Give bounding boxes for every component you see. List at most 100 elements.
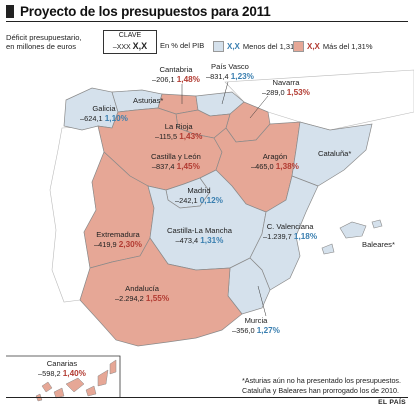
region-name: Canarias: [46, 359, 78, 368]
label-asturias: Asturias*: [133, 96, 163, 106]
label-extremadura: Extremadura –419,9 2,30%: [94, 230, 142, 249]
region-pct: 1,31%: [200, 235, 224, 245]
canarias-island-4: [85, 385, 97, 397]
legend-deficit-label: Déficit presupuestario, en millones de e…: [6, 33, 98, 51]
region-pct: 1,23%: [230, 71, 254, 81]
region-name: Castilla-La Mancha: [167, 226, 232, 235]
region-value: –473,4: [175, 235, 199, 245]
canarias-island-5: [97, 369, 109, 387]
footnote-line-2: Cataluña y Baleares han prorrogado los d…: [242, 385, 400, 395]
label-castilla-la-mancha: Castilla-La Mancha –473,4 1,31%: [167, 226, 232, 245]
region-value: –2.294,2: [115, 293, 144, 303]
deficit-label-line-1: Déficit presupuestario,: [6, 33, 82, 42]
key-example-value: –XXX: [112, 44, 131, 51]
legend-below-code: X,X: [227, 42, 240, 51]
legend-above-swatch: [293, 41, 304, 52]
label-canarias: Canarias –598,2 1,40%: [38, 359, 86, 378]
label-pais-vasco: País Vasco –831,4 1,23%: [206, 62, 254, 81]
label-la-rioja: La Rioja –115,5 1,43%: [155, 122, 202, 141]
region-value: –242,1: [175, 195, 198, 205]
region-value: –206,1: [152, 74, 175, 84]
label-andalucia: Andalucía –2.294,2 1,55%: [115, 284, 169, 303]
region-name: C. Valenciana: [266, 222, 314, 231]
leader-murcia: [257, 285, 267, 317]
region-name: Asturias*: [133, 96, 164, 105]
region-value: –598,2: [38, 368, 61, 378]
title-marker: [6, 5, 14, 18]
label-murcia: Murcia –356,0 1,27%: [232, 316, 280, 335]
title-bar: Proyecto de los presupuestos para 2011: [6, 4, 271, 19]
region-pct: 1,48%: [176, 74, 200, 84]
label-madrid: Madrid –242,1 0,12%: [175, 186, 223, 205]
region-pct: 1,40%: [62, 368, 86, 378]
region-value: –465,0: [251, 161, 274, 171]
legend-above-code: X,X: [307, 42, 320, 51]
region-shape-andalucia: [79, 237, 243, 347]
label-cataluna: Cataluña*: [318, 149, 351, 159]
region-value: –837,4: [151, 161, 175, 171]
region-name: Baleares*: [362, 240, 395, 249]
top-rule: [6, 21, 408, 22]
region-name: Galicia: [92, 104, 116, 113]
region-shape-baleares-3: [321, 243, 335, 255]
region-pct: 1,43%: [179, 131, 203, 141]
leader-navarra: [249, 95, 269, 119]
legend-above-label: Más del 1,31%: [322, 42, 373, 51]
label-castilla-leon: Castilla y León –837,4 1,45%: [151, 152, 201, 171]
region-shape-cataluna: [291, 121, 373, 187]
canarias-island-2: [53, 387, 65, 399]
map-title: Proyecto de los presupuestos para 2011: [20, 4, 271, 19]
region-value: –289,0: [262, 87, 285, 97]
footnote: *Asturias aún no ha presentado los presu…: [242, 376, 401, 395]
legend-pct-label: En % del PIB: [160, 41, 205, 50]
region-pct: 1,38%: [275, 161, 299, 171]
canarias-island-6: [109, 359, 117, 375]
label-c-valenciana: C. Valenciana –1.239,7 1,18%: [263, 222, 317, 241]
region-name: Castilla y León: [151, 152, 201, 161]
region-pct: 1,10%: [104, 113, 128, 123]
bottom-rule: [6, 397, 408, 398]
leader-pais-vasco: [221, 81, 229, 105]
region-name: Aragón: [262, 152, 288, 161]
region-name: Murcia: [244, 316, 268, 325]
legend-below-swatch: [213, 41, 224, 52]
legend-above: X,X Más del 1,31%: [293, 41, 373, 52]
region-value: –356,0: [232, 325, 255, 335]
legend-below: X,X Menos del 1,31%: [213, 41, 301, 52]
legend-below-label: Menos del 1,31%: [242, 42, 301, 51]
region-pct: 0,12%: [199, 195, 223, 205]
region-shape-baleares-2: [371, 219, 383, 229]
region-name: Cantabria: [159, 65, 193, 74]
region-shape-baleares: [339, 221, 367, 239]
canarias-island-1: [41, 381, 53, 393]
label-aragon: Aragón –465,0 1,38%: [251, 152, 299, 171]
label-baleares: Baleares*: [362, 240, 395, 250]
canarias-island-3: [65, 377, 85, 393]
region-name: País Vasco: [211, 62, 249, 71]
source-credit: EL PAÍS: [378, 399, 406, 406]
region-value: –115,5: [155, 131, 178, 141]
region-pct: 1,27%: [256, 325, 280, 335]
region-pct: 1,55%: [145, 293, 170, 303]
legend-key-box: CLAVE –XXX X,X: [103, 30, 157, 54]
leader-asturias: [149, 99, 155, 105]
region-name: La Rioja: [164, 122, 193, 131]
deficit-label-line-2: en millones de euros: [6, 42, 77, 51]
region-name: Cataluña*: [318, 149, 352, 158]
region-pct: 2,30%: [118, 239, 142, 249]
label-cantabria: Cantabria –206,1 1,48%: [152, 65, 200, 84]
label-galicia: Galicia –624,1 1,10%: [80, 104, 128, 123]
region-value: –624,1: [80, 113, 103, 123]
region-name: Andalucía: [125, 284, 159, 293]
key-example-pct: X,X: [132, 41, 148, 51]
key-title: CLAVE: [118, 32, 142, 39]
region-value: –419,9: [94, 239, 117, 249]
region-pct: 1,18%: [293, 231, 318, 241]
region-value: –831,4: [206, 71, 229, 81]
region-name: Extremadura: [96, 230, 140, 239]
region-name: Navarra: [272, 78, 300, 87]
key-example: –XXX X,X: [104, 41, 156, 51]
region-pct: 1,53%: [286, 87, 310, 97]
region-pct: 1,45%: [176, 161, 200, 171]
